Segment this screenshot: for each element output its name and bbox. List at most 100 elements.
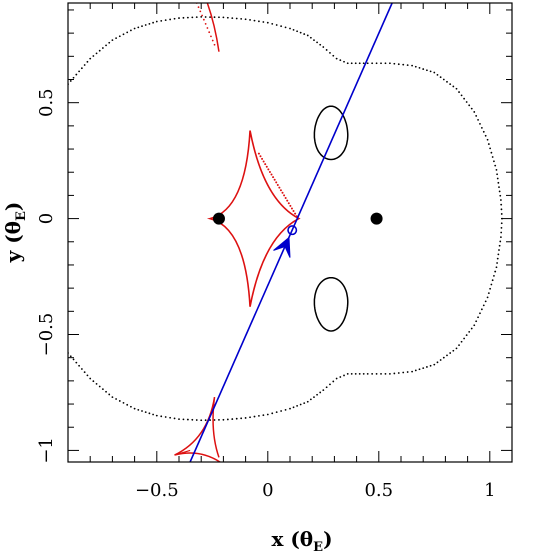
critical-curve-dot bbox=[480, 126, 483, 129]
critical-curve-dot bbox=[406, 371, 409, 373]
critical-curve-dot bbox=[292, 28, 295, 31]
critical-curve-dot bbox=[500, 199, 502, 201]
critical-curve-dot bbox=[480, 308, 483, 311]
critical-curve-dot bbox=[115, 37, 117, 40]
y-tick-label: −0.5 bbox=[36, 313, 57, 357]
caustic-dot bbox=[259, 155, 262, 158]
critical-curve-dot bbox=[306, 34, 309, 37]
caustic-dot bbox=[289, 204, 292, 207]
critical-curve-dot bbox=[266, 21, 269, 24]
critical-curve-dot bbox=[83, 64, 86, 66]
critical-curve-dot bbox=[80, 67, 83, 70]
critical-curve-dot bbox=[489, 147, 492, 150]
critical-curve-dot bbox=[452, 349, 455, 352]
critical-curve-dot bbox=[439, 76, 442, 79]
critical-curve-dot bbox=[473, 111, 476, 113]
tick-labels: −0.5 0 0.5 1 −1 −0.5 0 0.5 bbox=[36, 88, 496, 501]
critical-curve-dot bbox=[322, 46, 325, 48]
critical-curve-dot bbox=[473, 324, 476, 327]
caustic-dot bbox=[273, 178, 276, 181]
caustic-dot bbox=[204, 22, 207, 25]
critical-curve-dot bbox=[487, 143, 490, 145]
y-axis-label: y (θE) bbox=[1, 202, 29, 264]
critical-curve-dot bbox=[446, 354, 448, 357]
critical-curve-dot bbox=[231, 418, 234, 420]
critical-curve-dot bbox=[500, 226, 503, 229]
critical-curve-dot bbox=[209, 419, 211, 421]
critical-curve-dot bbox=[358, 373, 361, 375]
critical-curve-dot bbox=[500, 213, 503, 215]
critical-curve-dot bbox=[115, 398, 117, 400]
critical-curve-dot bbox=[495, 266, 498, 269]
critical-curve-dot bbox=[213, 16, 216, 19]
critical-curve-dot bbox=[452, 85, 455, 88]
critical-curve-dot bbox=[313, 396, 315, 398]
critical-curve-dot bbox=[465, 101, 468, 103]
caustic-dot bbox=[278, 186, 281, 189]
y-tick-label: 0.5 bbox=[36, 88, 57, 117]
critical-curve-dot bbox=[429, 364, 432, 367]
critical-curve-dot bbox=[195, 16, 198, 19]
critical-curve-dot bbox=[500, 231, 503, 234]
critical-curve-dot bbox=[329, 383, 331, 386]
critical-curve-dot bbox=[449, 83, 452, 86]
critical-curve-dot bbox=[487, 292, 490, 295]
caustic-dot bbox=[290, 207, 293, 210]
critical-curve-dot bbox=[111, 39, 114, 41]
critical-curve-dot bbox=[186, 16, 189, 19]
critical-curve-dot bbox=[195, 419, 198, 421]
critical-curve-dot bbox=[152, 21, 155, 24]
critical-curve-dot bbox=[218, 419, 220, 421]
critical-curve-dot bbox=[240, 417, 243, 420]
critical-curve-dot bbox=[271, 22, 274, 25]
critical-curve-dot bbox=[164, 416, 167, 418]
critical-curve-dot bbox=[122, 33, 125, 36]
critical-curve-dot bbox=[89, 57, 92, 60]
critical-curve-dot bbox=[152, 413, 155, 416]
critical-curve-dot bbox=[371, 62, 374, 65]
critical-curve-dot bbox=[484, 300, 487, 303]
critical-curve-dot bbox=[235, 17, 238, 20]
critical-curve-dot bbox=[389, 62, 391, 65]
critical-curve-dot bbox=[354, 62, 357, 65]
critical-curve-dot bbox=[144, 24, 147, 26]
critical-curve-dot bbox=[498, 190, 501, 193]
critical-curve-dot bbox=[235, 417, 238, 420]
critical-curve-dot bbox=[266, 413, 269, 416]
critical-curve-dot bbox=[80, 368, 83, 370]
critical-curve-dot bbox=[155, 20, 158, 23]
critical-curve-dot bbox=[284, 408, 287, 411]
critical-curve-dot bbox=[130, 405, 132, 408]
critical-curve-dot bbox=[433, 363, 436, 366]
critical-curve-dot bbox=[498, 244, 501, 247]
caustic-dot bbox=[287, 202, 290, 205]
caustic-dot bbox=[272, 176, 275, 179]
critical-curve-dot bbox=[280, 410, 283, 412]
critical-curve-dot bbox=[422, 68, 425, 70]
bottom-caustic bbox=[174, 396, 222, 462]
critical-curve-dot bbox=[460, 340, 463, 343]
critical-curve-dot bbox=[433, 71, 436, 74]
critical-curve-dot bbox=[249, 416, 251, 419]
critical-curve-dot bbox=[249, 19, 251, 21]
critical-curve-dot bbox=[449, 352, 452, 354]
critical-curve-dot bbox=[380, 62, 382, 65]
critical-curve-dot bbox=[306, 400, 309, 403]
y-tick-label: −1 bbox=[36, 437, 57, 464]
critical-curve-dot bbox=[231, 17, 234, 20]
critical-curve-dot bbox=[375, 62, 378, 65]
caustic-dot bbox=[262, 160, 265, 163]
critical-curve-dot bbox=[258, 20, 260, 23]
critical-curve-dot bbox=[500, 208, 503, 211]
critical-curve-dot bbox=[479, 312, 481, 315]
critical-curve-dot bbox=[402, 63, 405, 66]
critical-curve-dot bbox=[455, 87, 458, 90]
critical-curve-dot bbox=[354, 373, 357, 375]
critical-curve-dot bbox=[343, 60, 345, 63]
critical-curve-dot bbox=[426, 366, 428, 368]
critical-curve-dot bbox=[95, 382, 98, 385]
critical-curve-dot bbox=[486, 138, 489, 141]
caustics bbox=[174, 3, 301, 462]
critical-curve-dot bbox=[160, 415, 163, 418]
